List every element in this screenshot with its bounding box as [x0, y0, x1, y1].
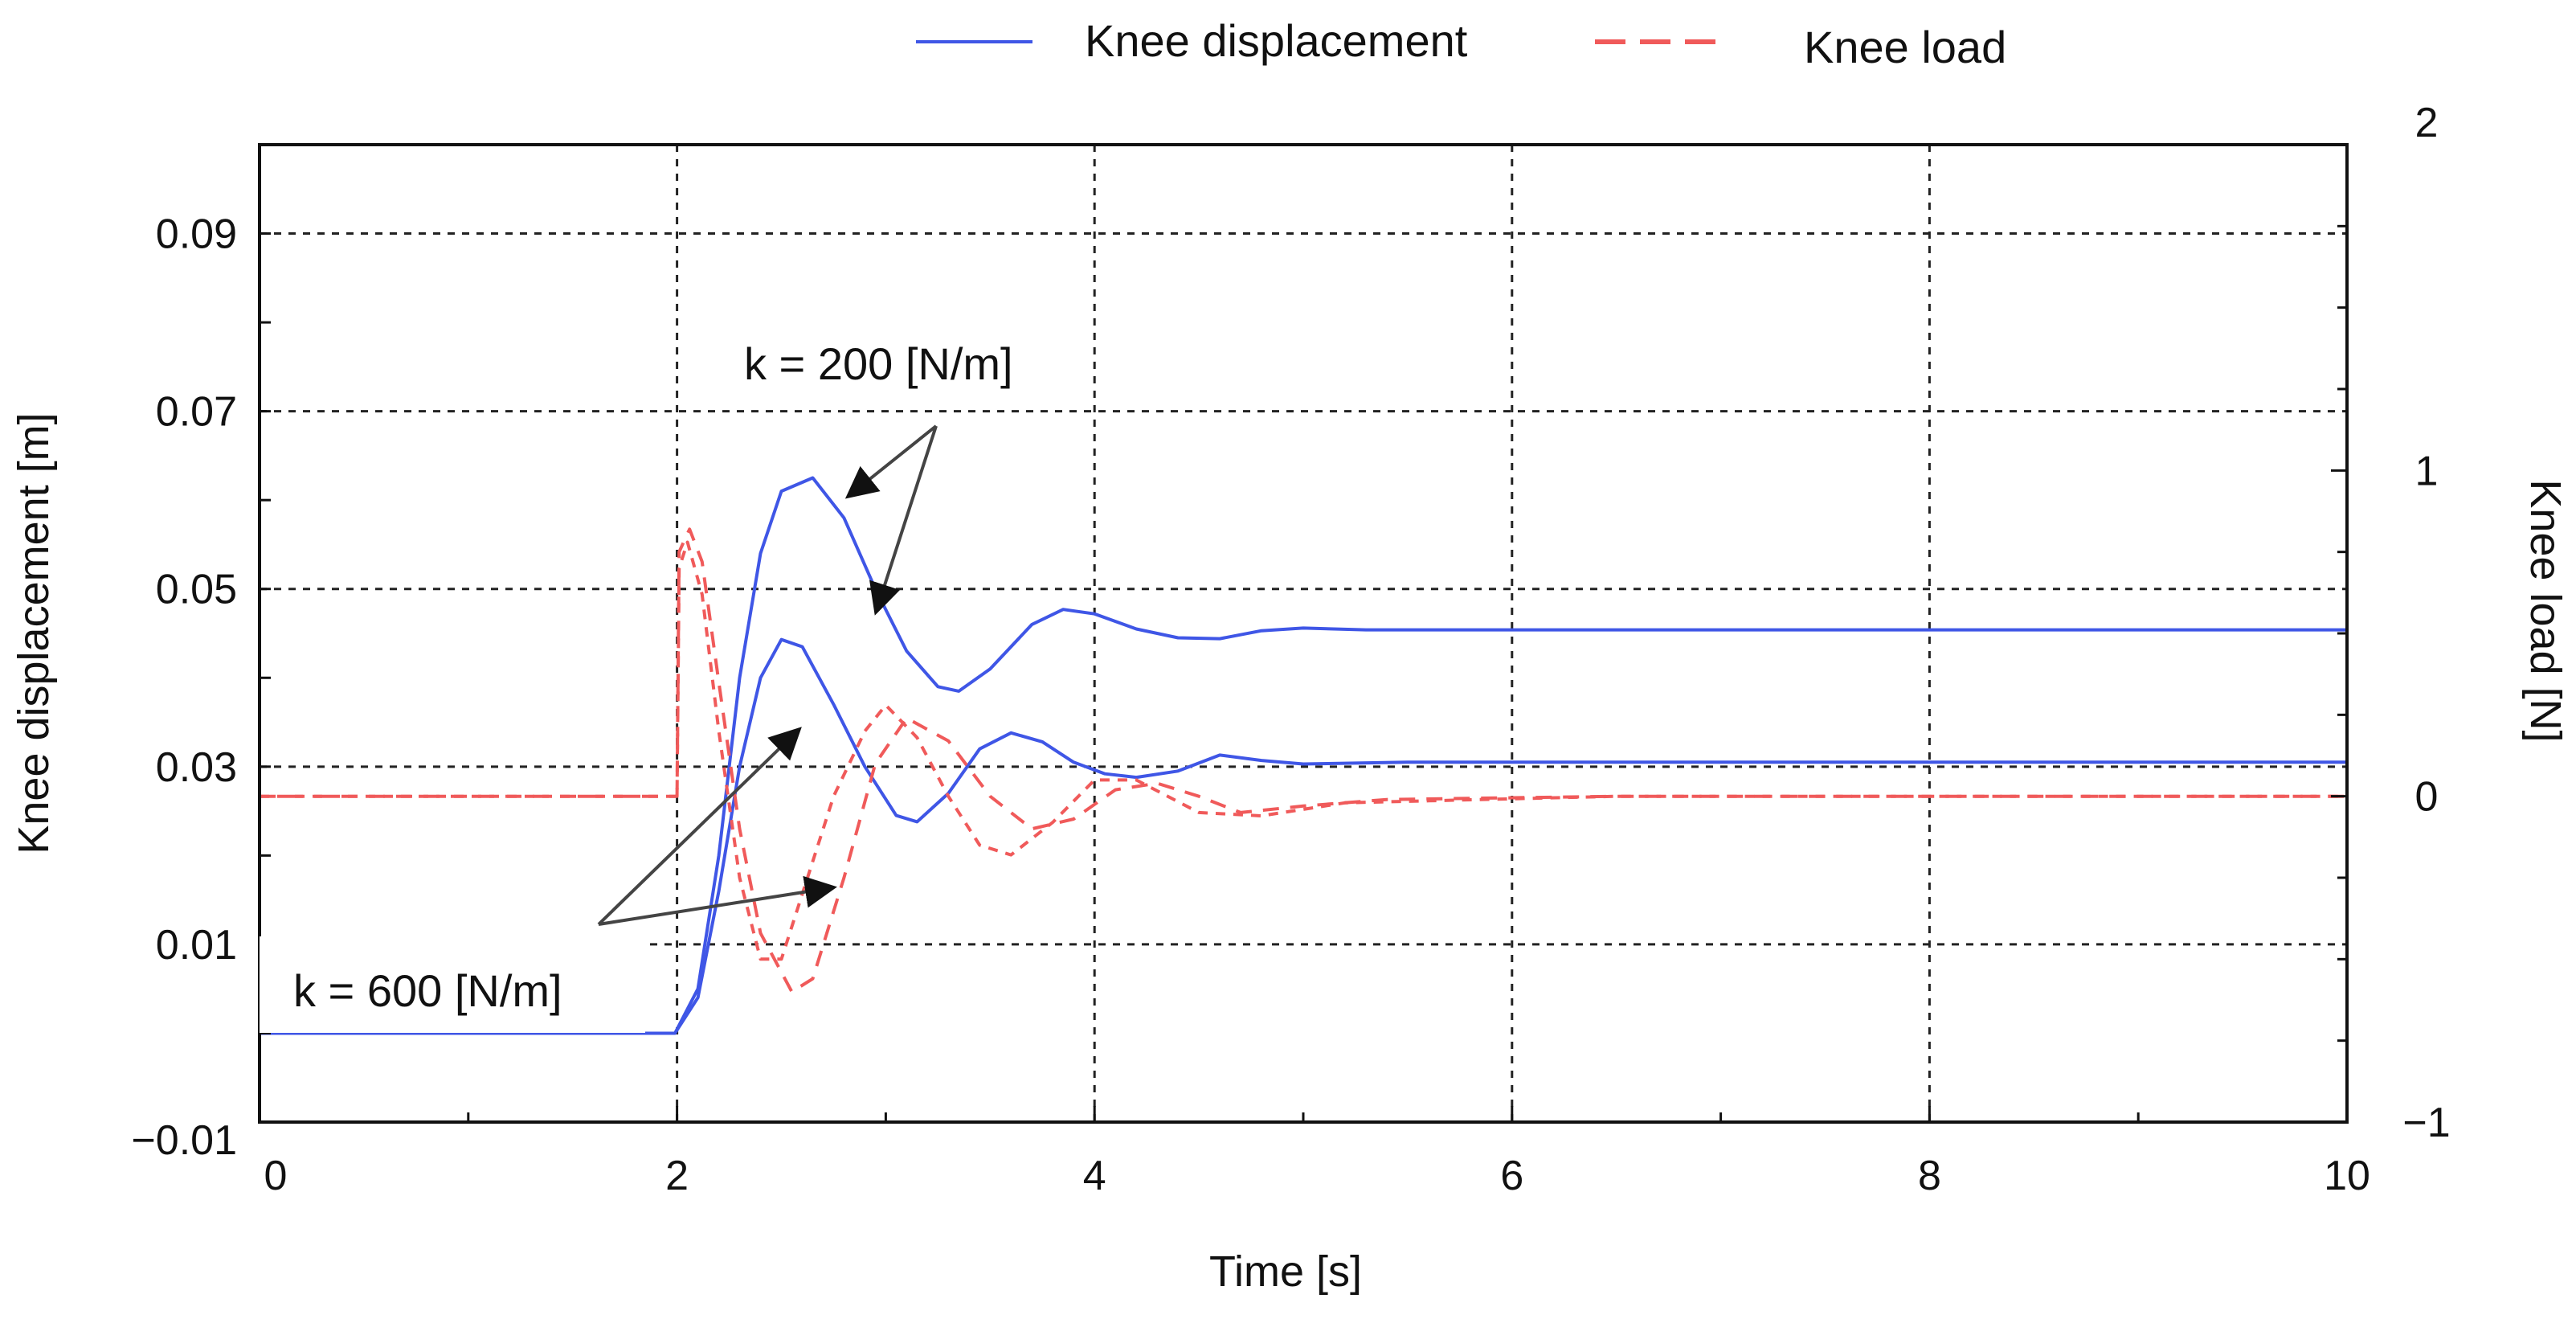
annotations: k = 200 [N/m] k = 600 [N/m]	[260, 338, 1013, 1033]
x-tick-label-1: 2	[665, 1153, 689, 1199]
series-line-3	[260, 540, 2347, 961]
y-tick-label-2: 0.03	[156, 744, 237, 791]
y-tick-label-1: 0.01	[156, 922, 237, 969]
x-tick-label-0: 0	[264, 1153, 288, 1199]
annotation-k600-arrow-load	[598, 875, 837, 926]
tick-marks	[258, 143, 2349, 1124]
y2-tick-label-0: −1	[2402, 1100, 2450, 1146]
y-axis-title-right: Knee load [N]	[2521, 479, 2570, 742]
annotation-k200-arrow-load	[869, 425, 938, 616]
y-tick-label-5: 0.09	[156, 211, 237, 258]
x-tick-label-3: 6	[1500, 1153, 1523, 1199]
y2-tick-label-3: 2	[2415, 100, 2439, 146]
y2-tick-label-2: 1	[2415, 448, 2439, 494]
y2-tick-label-1: 0	[2415, 774, 2439, 821]
annotation-k600: k = 600 [N/m]	[293, 965, 562, 1016]
annotation-k600-arrow-displacement	[597, 727, 802, 926]
annotation-k200-arrow-displacement	[844, 424, 938, 499]
x-tick-label-4: 8	[1918, 1153, 1941, 1199]
y-tick-label-0: −0.01	[131, 1117, 237, 1164]
y-tick-label-4: 0.07	[156, 389, 237, 436]
x-tick-label-5: 10	[2324, 1153, 2370, 1199]
grid-lines	[260, 145, 2347, 1122]
y-tick-label-3: 0.05	[156, 567, 237, 613]
legend-label-knee-load: Knee load	[1804, 22, 2006, 72]
series-line-2	[260, 527, 2347, 993]
x-tick-label-2: 4	[1083, 1153, 1106, 1199]
annotation-k200: k = 200 [N/m]	[744, 338, 1013, 389]
series-layer	[260, 476, 2347, 1035]
annotation-k600-backdrop	[260, 936, 645, 1033]
x-axis-title: Time [s]	[1209, 1247, 1362, 1296]
y-axis-title-left: Knee displacement [m]	[10, 412, 58, 854]
tick-labels: 0 2 4 6 8 10 −0.01 0.01 0.03 0.05 0.07 0.09 −1 0 1 2	[131, 100, 2450, 1199]
series-line-0	[260, 476, 2347, 1035]
legend: Knee displacement Knee load	[916, 15, 2006, 72]
legend-label-knee-displacement: Knee displacement	[1085, 15, 1468, 66]
